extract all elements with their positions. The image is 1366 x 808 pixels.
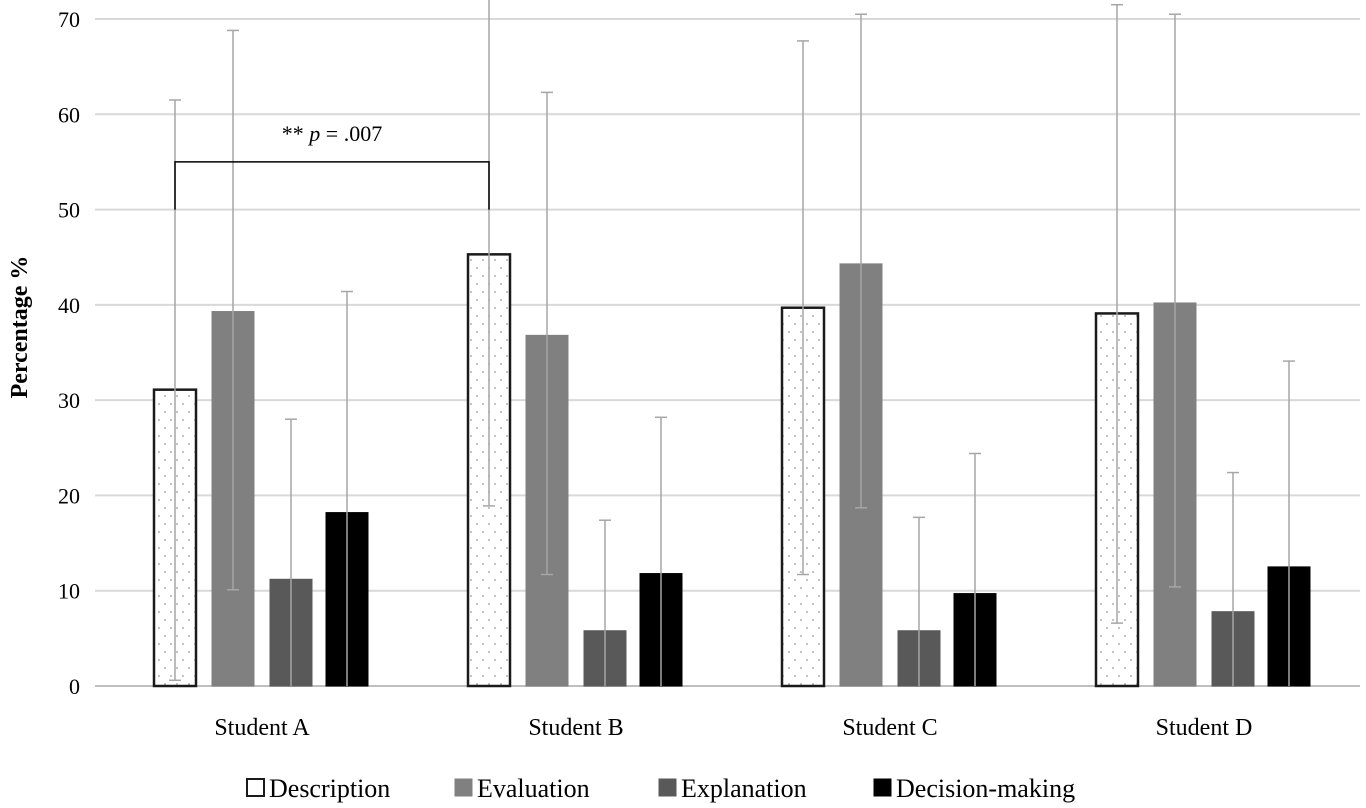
x-tick-label: Student C <box>842 715 937 741</box>
y-tick-label: 40 <box>58 293 80 318</box>
legend-label-decision-making: Decision-making <box>896 774 1075 803</box>
significance-label: ** p = .007 <box>282 121 382 146</box>
significance-bracket <box>174 161 490 210</box>
y-tick-label: 0 <box>69 674 80 699</box>
y-axis-ticks: 0 10 20 30 40 50 60 70 <box>58 7 80 699</box>
y-tick-label: 20 <box>58 483 80 508</box>
significance-annotation: ** p = .007 <box>174 121 490 210</box>
y-tick-label: 60 <box>58 102 80 127</box>
y-tick-label: 70 <box>58 7 80 32</box>
y-tick-label: 50 <box>58 198 80 223</box>
legend-swatch-evaluation <box>454 778 473 797</box>
legend-swatch-decision-making <box>873 778 892 797</box>
legend-label-evaluation: Evaluation <box>477 774 590 803</box>
x-tick-label: Student B <box>528 715 623 741</box>
legend: Description Evaluation Explanation Decision… <box>246 774 1075 803</box>
legend-swatch-explanation <box>658 778 677 797</box>
x-tick-label: Student D <box>1156 715 1253 741</box>
legend-label-description: Description <box>269 774 390 803</box>
error-bars-upper <box>169 0 1295 686</box>
legend-label-explanation: Explanation <box>681 774 807 803</box>
x-tick-label: Student A <box>214 715 310 741</box>
x-axis-ticks: Student A Student B Student C Student D <box>214 715 1252 741</box>
legend-swatch-description <box>246 778 265 797</box>
y-axis-label: Percentage % <box>7 256 33 399</box>
bars <box>152 253 1311 688</box>
y-tick-label: 30 <box>58 388 80 413</box>
y-tick-label: 10 <box>58 579 80 604</box>
